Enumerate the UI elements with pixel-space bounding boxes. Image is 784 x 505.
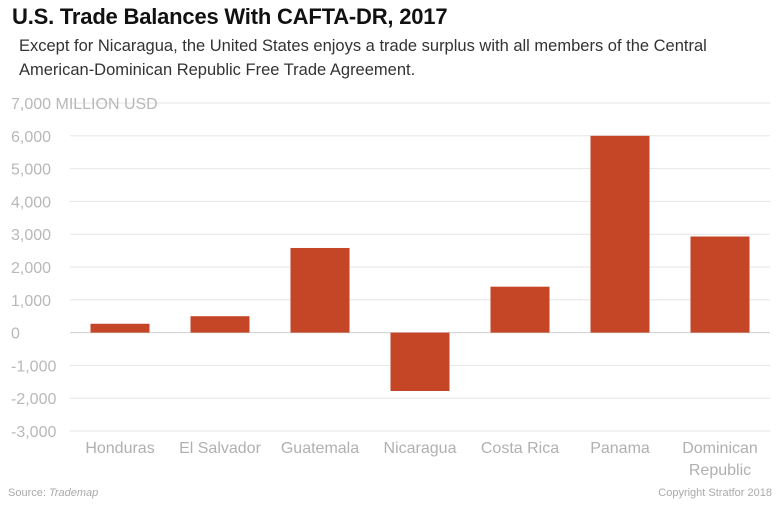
y-tick-label: -2,000 xyxy=(11,391,56,408)
bar xyxy=(190,316,250,333)
copyright-note: Copyright Stratfor 2018 xyxy=(658,487,772,499)
bar xyxy=(90,323,150,333)
source-prefix: Source: xyxy=(8,487,49,499)
source-note: Source: Trademap xyxy=(8,487,98,499)
source-name: Trademap xyxy=(48,487,99,499)
x-category-label: Panama xyxy=(590,440,650,457)
chart-title: U.S. Trade Balances With CAFTA-DR, 2017 xyxy=(12,4,448,29)
y-tick-label: 5,000 xyxy=(11,162,51,179)
y-tick-label: 3,000 xyxy=(11,227,51,244)
x-category-label: Guatemala xyxy=(281,440,359,457)
bar xyxy=(690,236,750,333)
bar xyxy=(490,286,550,333)
y-tick-label: 7,000 MILLION USD xyxy=(11,96,158,113)
x-category-label: Honduras xyxy=(85,440,154,457)
y-tick-label: 6,000 xyxy=(11,129,51,146)
y-tick-label: -1,000 xyxy=(11,358,56,375)
y-tick-label: 4,000 xyxy=(11,194,51,211)
chart-subtitle: Except for Nicaragua, the United States … xyxy=(19,37,707,79)
x-category-label: Nicaragua xyxy=(384,440,457,457)
bar xyxy=(290,247,350,333)
y-tick-label: 0 xyxy=(11,326,20,343)
bar xyxy=(590,135,650,333)
x-category-label: Costa Rica xyxy=(481,440,559,457)
x-category-label: Dominican xyxy=(682,440,758,457)
x-category-label: Republic xyxy=(689,462,751,479)
y-tick-label: 1,000 xyxy=(11,293,51,310)
bar xyxy=(390,332,450,391)
y-tick-label: 2,000 xyxy=(11,260,51,277)
x-category-label: El Salvador xyxy=(179,440,261,457)
y-tick-label: -3,000 xyxy=(11,424,56,441)
